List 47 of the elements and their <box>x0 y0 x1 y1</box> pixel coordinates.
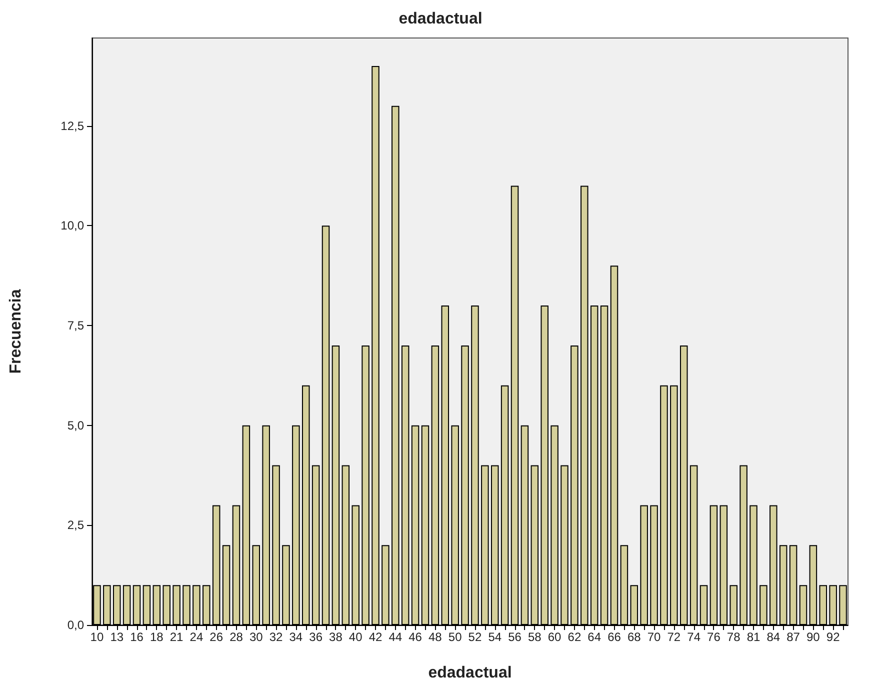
x-tick-label: 70 <box>647 630 662 644</box>
y-tick-label: 7,5 <box>67 318 84 333</box>
x-tick-label: 28 <box>230 630 244 644</box>
x-tick-label: 42 <box>368 630 382 644</box>
y-axis-title: Frecuencia <box>8 289 24 374</box>
x-tick-label: 38 <box>329 630 343 644</box>
x-tick-label: 26 <box>210 630 224 644</box>
x-tick-label: 16 <box>130 630 144 644</box>
x-tick-label: 46 <box>408 630 422 644</box>
x-tick-label: 66 <box>608 630 622 644</box>
x-tick-label: 30 <box>249 630 264 644</box>
x-tick-label: 34 <box>289 630 303 644</box>
x-tick-label: 81 <box>746 630 760 644</box>
x-tick-label: 18 <box>150 630 164 644</box>
x-tick-label: 60 <box>548 630 562 644</box>
x-tick-label: 62 <box>568 630 582 644</box>
x-tick-label: 74 <box>687 630 701 644</box>
x-tick-label: 44 <box>388 630 402 644</box>
x-tick-label: 58 <box>528 630 542 644</box>
x-tick-label: 56 <box>508 630 522 644</box>
x-tick-label: 50 <box>448 630 462 644</box>
x-tick-label: 64 <box>588 630 602 644</box>
x-tick-label: 48 <box>428 630 442 644</box>
y-tick-label: 10,0 <box>60 218 84 233</box>
x-tick-label: 90 <box>806 630 820 644</box>
x-tick-label: 21 <box>170 630 184 644</box>
x-tick-label: 76 <box>707 630 721 644</box>
x-tick-label: 10 <box>90 630 104 644</box>
y-tick-label: 0,0 <box>67 618 84 632</box>
x-tick-label: 92 <box>826 630 840 644</box>
y-tick-label: 2,5 <box>67 518 84 532</box>
y-tick-label: 12,5 <box>60 118 84 133</box>
x-tick-label: 54 <box>488 630 502 644</box>
x-tick-label: 84 <box>766 630 780 644</box>
x-tick-label: 78 <box>726 630 741 644</box>
y-tick-label: 5,0 <box>67 418 84 432</box>
x-tick-label: 40 <box>348 630 363 644</box>
x-tick-label: 72 <box>667 630 681 644</box>
x-tick-label: 52 <box>468 630 482 644</box>
x-tick-label: 87 <box>786 630 800 644</box>
x-tick-label: 68 <box>627 630 642 644</box>
x-axis-title: edadactual <box>428 664 512 682</box>
x-tick-label: 13 <box>110 630 124 644</box>
x-tick-label: 36 <box>309 630 323 644</box>
chart-title: edadactual <box>398 10 482 28</box>
x-tick-label: 24 <box>190 630 204 644</box>
x-tick-label: 32 <box>269 630 284 644</box>
